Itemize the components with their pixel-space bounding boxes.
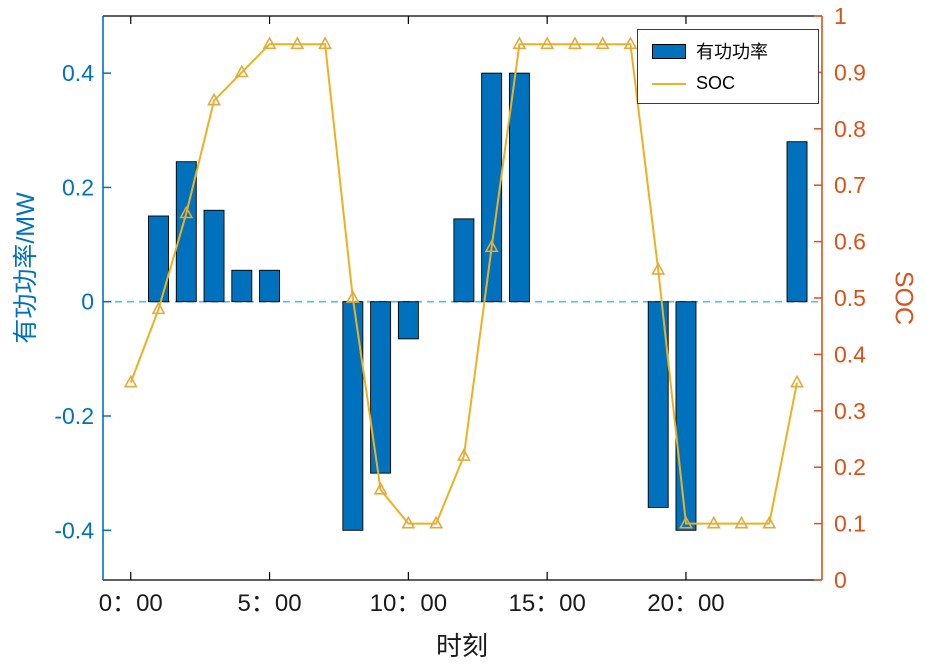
soc-marker <box>262 36 277 50</box>
power-bar <box>647 301 669 508</box>
power-bar <box>231 269 253 303</box>
soc-marker <box>429 515 444 529</box>
soc-line <box>129 43 798 525</box>
right-tick-label: 0.5 <box>834 285 866 311</box>
soc-marker <box>318 36 333 50</box>
soc-marker <box>595 36 610 50</box>
right-tick-label: 0.1 <box>834 511 866 537</box>
left-tick-label: 0.2 <box>62 174 94 200</box>
soc-marker <box>179 205 194 219</box>
x-tick-label: 20：00 <box>647 590 724 617</box>
legend-label-soc: SOC <box>696 73 736 93</box>
soc-marker <box>651 261 666 275</box>
soc-marker <box>290 36 305 50</box>
power-bar <box>342 301 364 531</box>
right-axis-title: SOC <box>889 270 918 326</box>
left-tick-label: -0.2 <box>54 403 94 429</box>
legend-item-soc: SOC <box>652 73 818 94</box>
soc-marker <box>373 481 388 495</box>
right-tick-label: 0.4 <box>834 341 866 367</box>
x-tick-label: 15：00 <box>508 590 585 617</box>
soc-marker <box>762 515 777 529</box>
soc-marker <box>484 239 499 253</box>
legend-item-power: 有功功率 <box>652 38 818 64</box>
power-bar <box>786 141 808 303</box>
right-tick-label: 0.9 <box>834 59 866 85</box>
x-tick-label: 10：00 <box>370 590 447 617</box>
soc-marker <box>207 92 221 106</box>
power-bar <box>508 72 530 303</box>
right-tick-label: 0.6 <box>834 229 866 255</box>
soc-marker <box>567 36 582 50</box>
right-tick-label: 0 <box>834 567 847 593</box>
soc-marker <box>401 515 416 529</box>
right-tick-label: 1 <box>834 3 847 29</box>
soc-marker <box>234 64 249 78</box>
soc-marker <box>706 515 721 529</box>
power-bar <box>259 269 281 303</box>
x-tick-label: 5：00 <box>238 590 302 617</box>
legend: 有功功率 SOC <box>637 29 819 104</box>
line-swatch-icon <box>652 82 686 85</box>
power-bar <box>481 72 503 303</box>
power-bar <box>675 301 697 531</box>
bar-swatch-icon <box>652 43 686 59</box>
soc-marker <box>734 515 749 529</box>
left-tick-label: -0.4 <box>54 517 94 543</box>
right-tick-label: 0.7 <box>834 172 866 198</box>
power-bar <box>370 301 392 474</box>
soc-marker <box>151 301 166 315</box>
left-tick-label: 0.4 <box>62 60 94 86</box>
right-tick-label: 0.8 <box>834 116 866 142</box>
right-tick-label: 0.2 <box>834 454 866 480</box>
left-tick-label: 0 <box>81 289 94 315</box>
soc-marker <box>512 36 527 50</box>
left-axis-title: 有功功率/MW <box>12 192 40 344</box>
soc-marker <box>540 36 555 50</box>
soc-marker <box>456 448 471 461</box>
legend-label-power: 有功功率 <box>696 42 768 62</box>
power-bar <box>203 209 225 303</box>
soc-marker <box>679 515 693 529</box>
x-axis-title: 时刻 <box>435 631 489 661</box>
soc-marker <box>345 290 360 303</box>
power-bar <box>148 215 169 303</box>
soc-marker <box>123 374 138 388</box>
right-tick-label: 0.3 <box>834 398 866 424</box>
soc-marker <box>790 374 804 388</box>
x-tick-label: 0：00 <box>99 590 163 617</box>
soc-marker <box>623 36 638 50</box>
power-bar <box>453 218 475 303</box>
power-bar <box>397 301 419 340</box>
